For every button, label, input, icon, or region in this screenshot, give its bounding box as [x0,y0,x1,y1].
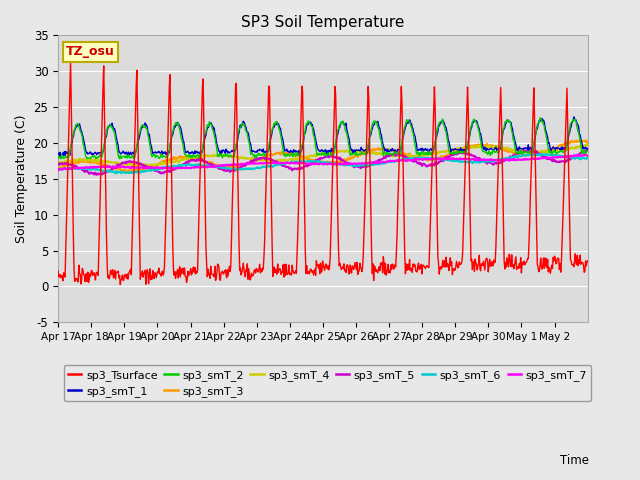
Y-axis label: Soil Temperature (C): Soil Temperature (C) [15,115,28,243]
Legend: sp3_Tsurface, sp3_smT_1, sp3_smT_2, sp3_smT_3, sp3_smT_4, sp3_smT_5, sp3_smT_6, : sp3_Tsurface, sp3_smT_1, sp3_smT_2, sp3_… [64,365,591,401]
Text: Time: Time [560,454,589,467]
Title: SP3 Soil Temperature: SP3 Soil Temperature [241,15,404,30]
Text: TZ_osu: TZ_osu [66,46,115,59]
